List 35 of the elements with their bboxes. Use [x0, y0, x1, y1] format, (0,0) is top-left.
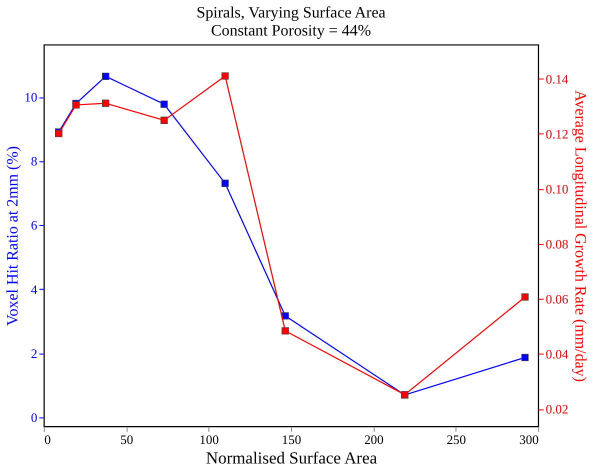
y-tick-label: 4 [30, 282, 38, 297]
chart-title: Spirals, Varying Surface Area [196, 4, 386, 22]
y2-axis-title: Average Longitudinal Growth Rate (mm/day) [571, 90, 588, 382]
point [102, 72, 110, 80]
x-tick-label: 300 [519, 432, 539, 447]
point [282, 327, 289, 334]
point [521, 293, 529, 301]
x-tick-label: 250 [446, 432, 466, 447]
y2-tick-label: 0.02 [546, 402, 568, 416]
y2-tick-label: 0.04 [546, 346, 569, 362]
chart-subtitle: Constant Porosity = 44% [211, 22, 371, 40]
y2-tick-label: 0.10 [546, 181, 568, 196]
point [221, 72, 229, 80]
point [521, 354, 529, 362]
x-tick-label: 200 [364, 432, 384, 447]
y2-tick-label: 0.08 [546, 236, 568, 252]
point [102, 100, 110, 107]
x-tick-label: 0 [44, 432, 51, 447]
x-tick-label: 100 [199, 432, 219, 447]
x-axis-title: Normalised Surface Area [206, 448, 378, 468]
y2-tick-label: 0.14 [546, 71, 569, 86]
y2-tick-label: 0.12 [546, 126, 568, 142]
y-tick-label: 10 [24, 90, 38, 105]
y-tick-label: 0 [30, 410, 38, 425]
point [160, 116, 168, 124]
y-tick-label: 6 [30, 218, 38, 233]
point [221, 180, 229, 187]
y-axis-title: Voxel Hit Ratio at 2mm (%) [4, 146, 22, 326]
x-tick-label: 150 [282, 432, 302, 447]
x-tick-label: 50 [120, 432, 134, 447]
point [282, 312, 289, 320]
y2-tick-label: 0.06 [546, 291, 569, 306]
y-tick-label: 8 [30, 154, 38, 169]
y-tick-label: 2 [30, 346, 38, 361]
point [160, 100, 168, 108]
